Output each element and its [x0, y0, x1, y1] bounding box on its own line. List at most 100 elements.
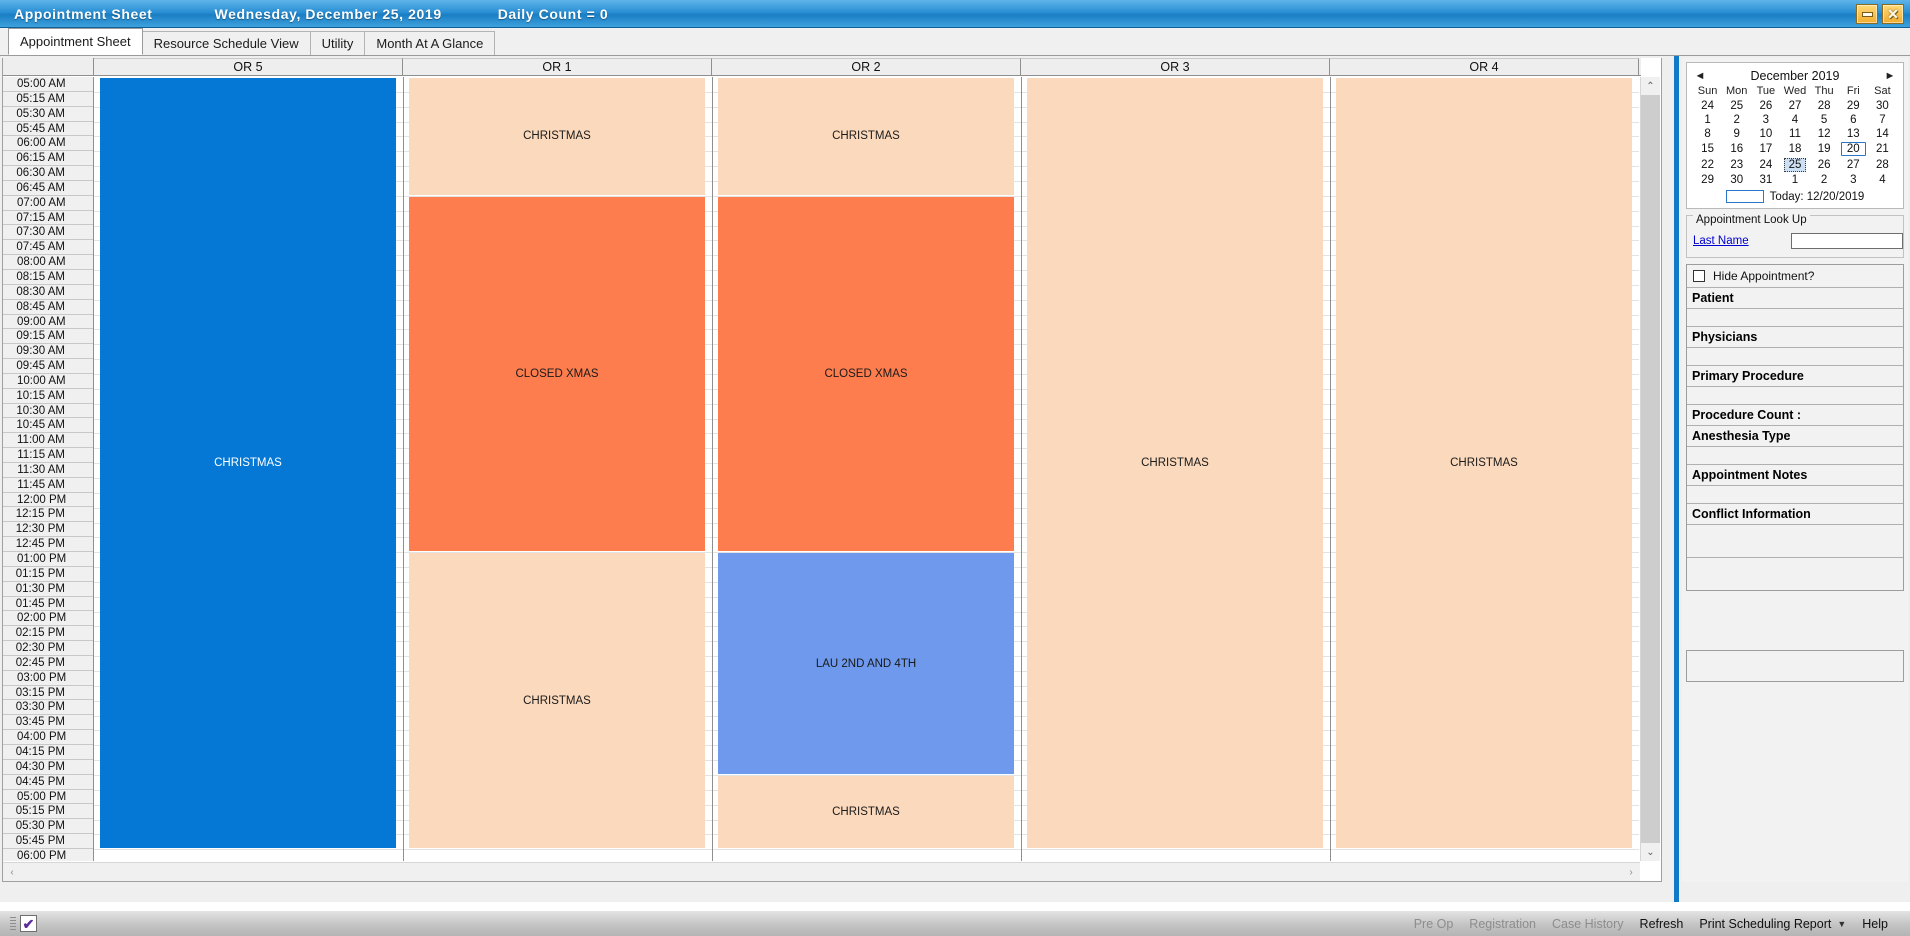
time-row: 04:30 PM	[3, 759, 93, 775]
close-icon[interactable]: ✕	[1882, 4, 1904, 24]
calendar-day-cell[interactable]: 26	[1817, 159, 1831, 171]
calendar-day-cell[interactable]: 29	[1846, 100, 1860, 112]
calendar-day-cell[interactable]: 4	[1791, 114, 1799, 126]
appointment-block[interactable]: CLOSED XMAS	[409, 196, 705, 552]
calendar-day-cell[interactable]: 30	[1876, 100, 1889, 112]
time-row: 09:30 AM	[3, 344, 93, 360]
appointment-block[interactable]: CHRISTMAS	[718, 78, 1014, 195]
vertical-scrollbar[interactable]: ⌃ ⌄	[1640, 77, 1660, 861]
appointment-details-panel: Hide Appointment? Patient Physicians Prima…	[1686, 264, 1904, 591]
appointment-canvas[interactable]: CHRISTMAS CHRISTMAS CLOSED XMAS CHRISTMAS CH…	[94, 77, 1639, 861]
calendar-day-cell[interactable]: 5	[1820, 114, 1828, 126]
calendar-day-cell[interactable]: 27	[1846, 159, 1860, 171]
calendar-day-cell[interactable]: 31	[1759, 174, 1773, 186]
caret-down-icon[interactable]: ▼	[1837, 918, 1847, 929]
column-header-or-3[interactable]: OR 3	[1021, 58, 1330, 75]
horizontal-scrollbar[interactable]: ‹ ›	[3, 862, 1640, 881]
calendar-day-cell[interactable]: 27	[1788, 100, 1802, 112]
calendar-day-cell[interactable]: 6	[1850, 114, 1857, 126]
calendar-day-cell[interactable]: 21	[1876, 143, 1889, 155]
calendar-day-cell[interactable]: 17	[1759, 143, 1773, 155]
column-header-or-5[interactable]: OR 5	[94, 58, 403, 75]
calendar-day-cell[interactable]: 1	[1704, 114, 1711, 126]
calendar-day-cell[interactable]: 10	[1759, 128, 1773, 140]
time-row: 05:15 AM	[3, 91, 93, 107]
status-link-refresh[interactable]: Refresh	[1639, 916, 1684, 931]
calendar-day-cell[interactable]: 9	[1733, 128, 1740, 140]
last-name-link[interactable]: Last Name	[1693, 235, 1749, 247]
vertical-scrollbar-thumb[interactable]	[1641, 95, 1660, 843]
status-link-registration: Registration	[1469, 916, 1536, 931]
tab-bar: Appointment Sheet Resource Schedule View U…	[0, 28, 1910, 56]
calendar-day-cell[interactable]: 18	[1788, 143, 1802, 155]
checked-checkbox-icon[interactable]: ✔	[20, 915, 37, 932]
calendar-day-cell[interactable]: 12	[1817, 128, 1831, 140]
calendar-day-cell[interactable]: 24	[1759, 159, 1773, 171]
appointment-block[interactable]: CHRISTMAS	[1027, 78, 1323, 849]
date-picker-calendar[interactable]: ◄ December 2019 ► Sun Mon Tue Wed Thu Fri Sat …	[1686, 62, 1904, 209]
calendar-day-cell[interactable]: 23	[1730, 159, 1744, 171]
calendar-title[interactable]: December 2019	[1750, 68, 1840, 83]
calendar-day-cell[interactable]: 25	[1730, 100, 1744, 112]
chevron-up-icon[interactable]: ⌃	[1641, 77, 1660, 95]
calendar-day-cell[interactable]: 14	[1876, 128, 1889, 140]
column-header-or-1[interactable]: OR 1	[403, 58, 712, 75]
last-name-input[interactable]	[1790, 233, 1903, 249]
calendar-day-label: 25	[1783, 158, 1807, 172]
calendar-day-cell[interactable]: 28	[1876, 159, 1889, 171]
calendar-day-cell[interactable]: 4	[1879, 174, 1886, 186]
status-link-case-history: Case History	[1552, 916, 1624, 931]
status-bar: ✔ Pre Op Registration Case History Refresh P…	[0, 910, 1910, 936]
minimize-icon[interactable]	[1856, 4, 1878, 24]
tab-appointment-sheet[interactable]: Appointment Sheet	[8, 28, 143, 55]
time-row: 07:45 AM	[3, 240, 93, 256]
calendar-day-cell[interactable]: 1	[1791, 174, 1799, 186]
calendar-day-cell[interactable]: 28	[1817, 100, 1831, 112]
calendar-day-cell[interactable]: 8	[1704, 128, 1711, 140]
chevron-down-icon[interactable]: ⌄	[1641, 843, 1660, 861]
calendar-day-cell[interactable]: 3	[1850, 174, 1857, 186]
calendar-day-cell[interactable]: 24	[1701, 100, 1714, 112]
grid-line	[94, 849, 1639, 851]
calendar-body[interactable]: 24 25 26 27 28 29 30 1 2 3 4 5 6 7 8 9 10 11 12 13 14 15 16 17 1…	[1693, 99, 1897, 187]
column-header-or-4[interactable]: OR 4	[1330, 58, 1639, 75]
appointment-block[interactable]: CHRISTMAS	[409, 553, 705, 849]
hide-appointment-row[interactable]: Hide Appointment?	[1687, 265, 1903, 287]
calendar-day-cell[interactable]: 3	[1762, 114, 1770, 126]
calendar-day-cell[interactable]: 25	[1780, 157, 1809, 173]
column-header-or-2[interactable]: OR 2	[712, 58, 1021, 75]
appointment-block[interactable]: CHRISTMAS	[718, 775, 1014, 849]
detail-value	[1687, 308, 1903, 326]
tab-resource-schedule-view[interactable]: Resource Schedule View	[141, 31, 311, 55]
status-link-help[interactable]: Help	[1862, 916, 1888, 931]
calendar-day-cell[interactable]: 13	[1846, 128, 1860, 140]
calendar-day-cell[interactable]: 2	[1733, 114, 1740, 126]
chevron-left-icon[interactable]: ‹	[10, 866, 14, 878]
calendar-day-cell[interactable]: 11	[1789, 128, 1801, 140]
calendar-day-cell[interactable]: 15	[1701, 143, 1714, 155]
appointment-block[interactable]: LAU 2ND AND 4TH	[718, 553, 1014, 774]
status-link-print-scheduling-report[interactable]: Print Scheduling Report	[1699, 916, 1832, 931]
tab-utility[interactable]: Utility	[309, 31, 366, 55]
calendar-day-cell[interactable]: 2	[1820, 174, 1828, 186]
hide-appointment-checkbox[interactable]	[1693, 270, 1705, 282]
tab-month-at-a-glance[interactable]: Month At A Glance	[364, 31, 496, 55]
calendar-weekday: Sun	[1697, 85, 1718, 97]
chevron-right-icon[interactable]: ›	[1629, 866, 1633, 878]
appointment-block[interactable]: CHRISTMAS	[1336, 78, 1632, 849]
appointment-block[interactable]: CHRISTMAS	[409, 78, 705, 195]
chevron-left-icon[interactable]: ◄	[1694, 69, 1706, 82]
calendar-day-cell[interactable]: 29	[1701, 174, 1714, 186]
calendar-day-cell[interactable]: 22	[1701, 159, 1714, 171]
calendar-day-cell[interactable]: 30	[1730, 174, 1744, 186]
grid-corner-cell	[3, 58, 94, 75]
appointment-block[interactable]: CHRISTMAS	[100, 78, 396, 849]
calendar-day-cell[interactable]: 7	[1879, 114, 1886, 126]
appointment-block[interactable]: CLOSED XMAS	[718, 196, 1014, 552]
chevron-right-icon[interactable]: ►	[1884, 69, 1896, 82]
calendar-day-cell[interactable]: 16	[1730, 143, 1744, 155]
calendar-day-cell[interactable]: 20	[1839, 141, 1868, 157]
calendar-day-cell[interactable]: 26	[1759, 100, 1773, 112]
calendar-day-cell[interactable]: 19	[1817, 143, 1831, 155]
calendar-table: Sun Mon Tue Wed Thu Fri Sat 24 25 26 27 28 29 30 1 2 3 4…	[1693, 84, 1897, 187]
